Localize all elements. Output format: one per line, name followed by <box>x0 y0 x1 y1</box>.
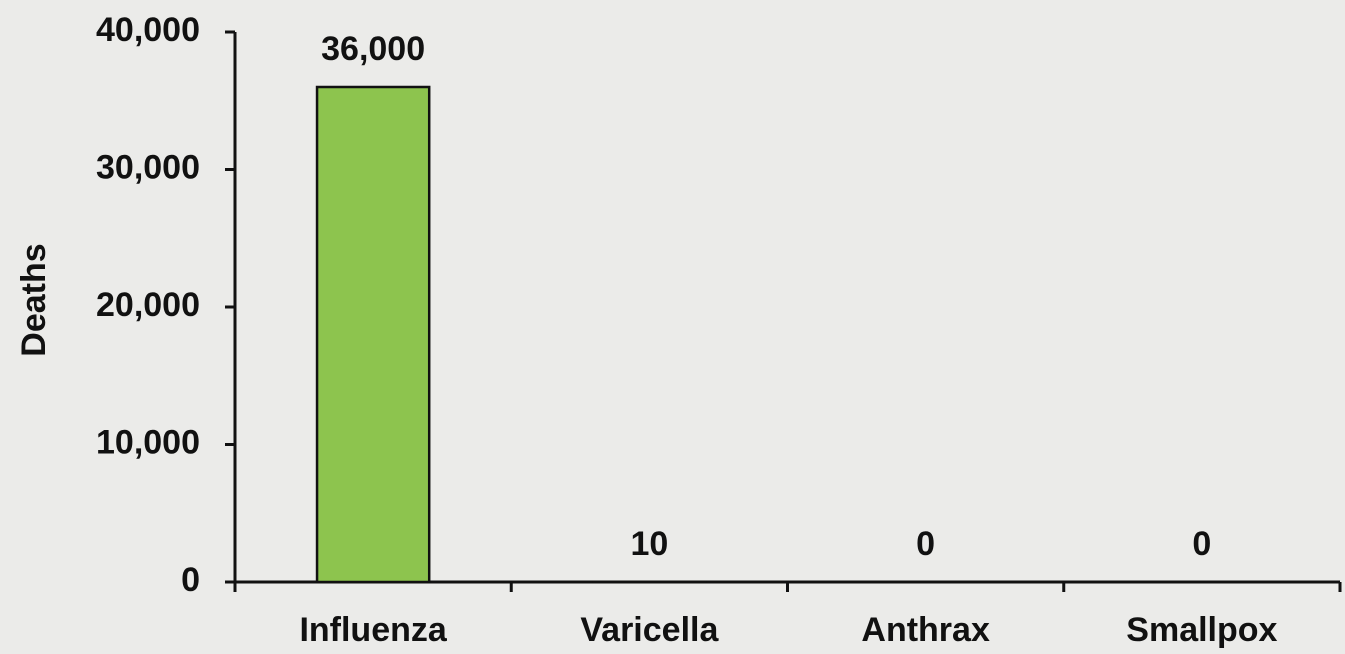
y-tick-label: 0 <box>181 561 200 599</box>
bar <box>315 85 431 584</box>
value-label: 0 <box>1192 525 1211 563</box>
y-axis-label: Deaths <box>15 243 53 356</box>
x-tick-label: Influenza <box>299 611 447 649</box>
x-tick-label: Varicella <box>580 611 719 649</box>
y-tick-label: 10,000 <box>96 423 200 461</box>
value-label: 36,000 <box>321 30 425 68</box>
x-tick-label: Anthrax <box>861 611 990 649</box>
x-tick-label: Smallpox <box>1126 611 1277 649</box>
y-tick-label: 40,000 <box>96 11 200 49</box>
value-label: 0 <box>916 525 935 563</box>
value-label: 10 <box>630 525 668 563</box>
y-tick-label: 30,000 <box>96 148 200 186</box>
y-tick-label: 20,000 <box>96 286 200 324</box>
